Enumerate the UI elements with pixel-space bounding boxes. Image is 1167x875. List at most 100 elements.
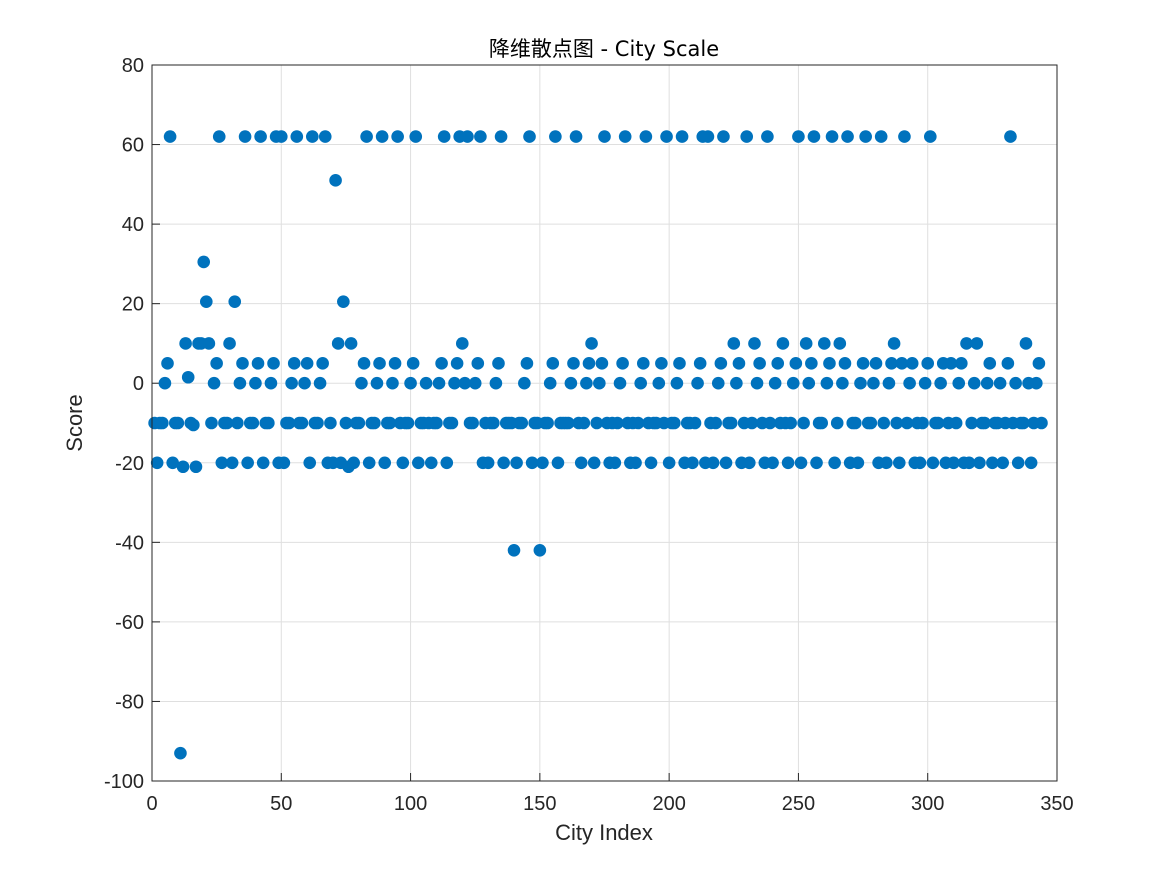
data-point [285,376,298,390]
data-point [231,416,244,430]
y-axis-label: Score [62,394,87,451]
x-tick-label: 350 [1040,793,1073,815]
x-tick-label: 100 [394,793,427,815]
data-points [148,130,1048,760]
data-point [611,416,624,430]
data-point [241,456,254,470]
data-point [895,357,909,370]
data-point [233,376,247,390]
data-point [691,376,704,390]
data-point [318,130,332,143]
data-point [546,357,560,370]
data-point [662,456,676,470]
data-point [913,456,927,470]
data-point [688,416,702,430]
data-point [838,357,852,370]
data-point [766,456,779,470]
data-point [918,376,932,390]
y-tick-labels: -100 -80 -60 -40 -20 0 20 40 60 80 [104,55,144,793]
data-point [344,337,358,350]
data-point [701,130,715,143]
data-point [983,357,997,370]
x-tick-label: 150 [523,793,556,815]
data-point [820,376,834,390]
data-point [724,416,738,430]
data-point [823,357,836,370]
data-point [567,357,580,370]
data-point [931,416,945,430]
data-point [967,376,981,390]
data-point [794,456,808,470]
data-point [401,416,415,430]
data-point [805,357,818,370]
data-point [329,174,342,187]
data-point [161,357,174,370]
data-point [841,130,854,143]
data-point [176,460,190,474]
data-point [179,337,192,350]
data-point [419,376,433,390]
data-point [225,456,239,470]
data-point [636,357,650,370]
x-tick-label: 300 [911,793,944,815]
y-tick-label: -20 [115,453,144,475]
data-point [357,357,371,370]
data-point [784,416,797,430]
data-point [171,416,185,430]
data-point [851,456,865,470]
data-point [290,130,304,143]
data-point [391,130,404,143]
data-point [287,357,301,370]
data-point [507,543,521,557]
data-point [962,456,976,470]
plot-frame [151,64,1058,782]
data-point [613,376,627,390]
data-point [1035,416,1048,430]
data-point [867,376,880,390]
data-point [797,416,810,430]
x-tick-label: 250 [782,793,815,815]
data-point [587,456,601,470]
data-point [761,130,774,143]
y-tick-label: 40 [122,214,144,236]
data-point [448,376,461,390]
data-point [786,376,800,390]
data-point [947,456,960,470]
data-point [660,130,673,143]
data-point [262,416,275,430]
data-point [706,456,720,470]
data-point [481,456,495,470]
data-point [510,456,523,470]
data-point [562,416,575,430]
data-point [810,456,823,470]
data-point [551,456,565,470]
data-point [355,376,368,390]
data-point [378,456,392,470]
data-point [750,376,764,390]
data-point [189,460,203,474]
data-point [1030,376,1043,390]
data-point [370,376,384,390]
data-point [634,376,647,390]
data-point [644,456,658,470]
data-point [740,130,754,143]
data-point [949,416,963,430]
data-point [549,130,562,143]
data-point [792,130,805,143]
data-point [903,376,916,390]
data-point [313,376,327,390]
data-point [743,456,756,470]
data-point [874,130,888,143]
data-point [830,416,844,430]
data-point [445,416,459,430]
data-point [306,130,319,143]
data-point [396,456,410,470]
data-point [973,456,986,470]
data-point [618,130,632,143]
data-point [207,376,221,390]
data-point [887,337,901,350]
data-point [238,130,252,143]
data-point [412,456,425,470]
data-point [670,376,684,390]
data-point [282,416,296,430]
